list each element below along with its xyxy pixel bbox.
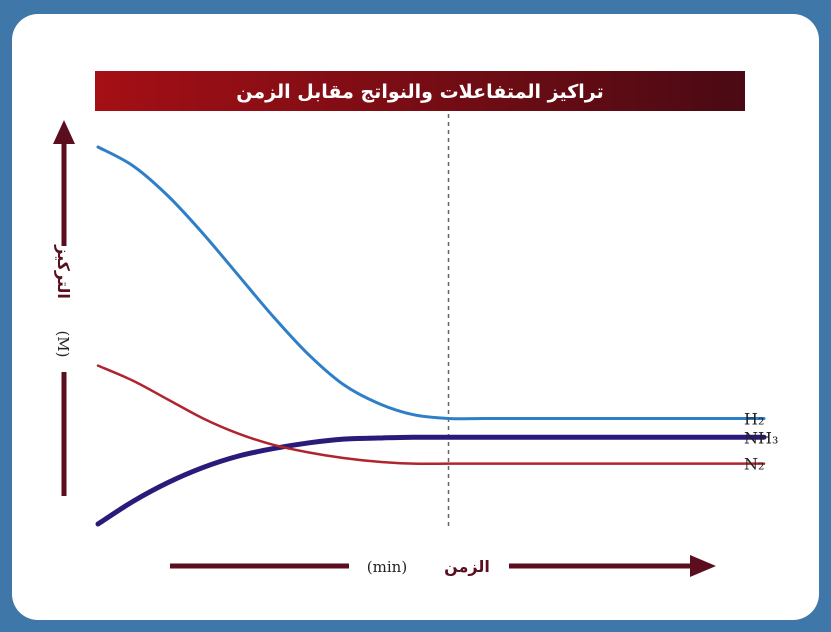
- x-axis-unit: (min): [367, 558, 407, 576]
- y-axis-arrowhead: [53, 120, 75, 144]
- chart-title: تراكيز المتفاعلات والنواتج مقابل الزمن: [236, 81, 603, 103]
- series-label-3: N₂: [744, 455, 764, 474]
- series-label-2: NH₃: [744, 428, 778, 447]
- y-axis-title: التركيز: [54, 244, 73, 299]
- x-axis-arrowhead: [690, 555, 716, 577]
- series-label-1: H₂: [744, 409, 764, 428]
- y-axis-label: التركيز (M): [54, 244, 73, 357]
- chart: تراكيز المتفاعلات والنواتج مقابل الزمن ا…: [53, 71, 778, 577]
- series-layer: [95, 145, 767, 527]
- series-line-1: [96, 145, 766, 421]
- series-line-3: [96, 364, 766, 466]
- title-bar: [95, 71, 745, 111]
- series-line-2: [95, 434, 767, 527]
- chart-frame: تراكيز المتفاعلات والنواتج مقابل الزمن ا…: [12, 14, 819, 620]
- x-axis-title: الزمن: [444, 557, 490, 576]
- y-axis-unit: (M): [54, 330, 72, 357]
